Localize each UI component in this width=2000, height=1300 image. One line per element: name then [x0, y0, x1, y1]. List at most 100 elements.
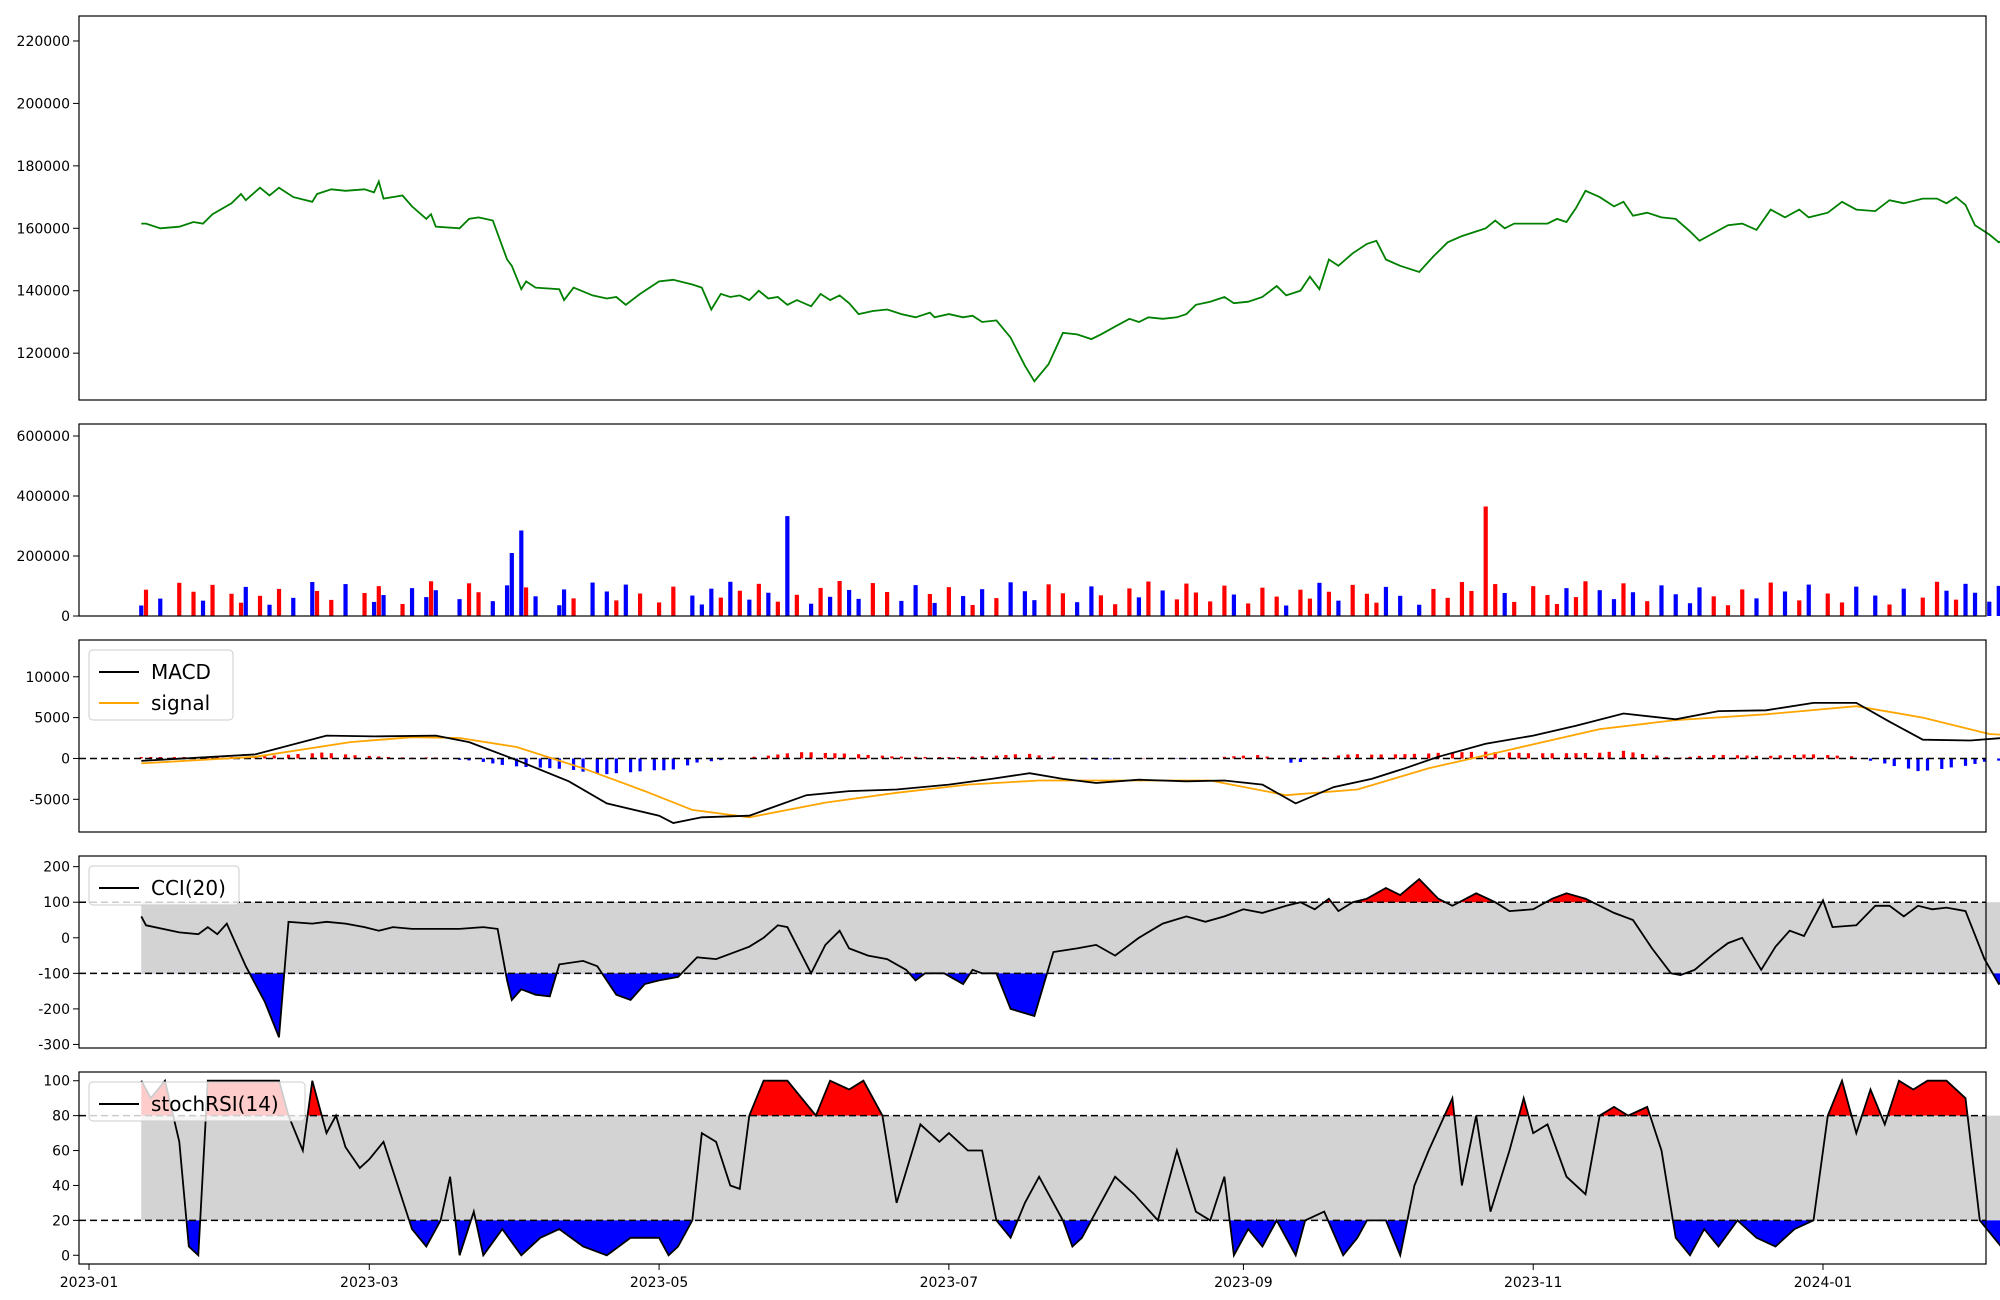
stochrsi-frame — [78, 1071, 1987, 1265]
stochrsi-legend-label: stochRSI(14) — [151, 1092, 279, 1116]
volume-bar — [1687, 603, 1693, 616]
volume-bar — [1725, 605, 1731, 616]
volume-bar — [1502, 593, 1507, 616]
volume-bar — [1284, 605, 1289, 616]
volume-bar — [1901, 588, 1906, 616]
volume-bar — [1274, 596, 1279, 616]
macd-histogram-bar — [538, 758, 542, 768]
macd-histogram-bar — [1883, 758, 1887, 764]
stochrsi-ytick-label: 0 — [61, 1248, 70, 1264]
macd-histogram-bar — [1963, 758, 1968, 766]
volume-bar — [158, 598, 163, 616]
volume-bar — [1113, 604, 1118, 616]
volume-bar — [1032, 600, 1037, 616]
x-tick-label: 2024-01 — [1794, 1275, 1853, 1291]
macd-histogram-bar — [1298, 758, 1303, 763]
x-tick-label: 2023-01 — [60, 1275, 119, 1291]
volume-bar — [1697, 587, 1702, 616]
macd-ytick-label: 10000 — [25, 670, 70, 686]
volume-bar — [1963, 583, 1968, 616]
macd-histogram-bar — [842, 753, 846, 759]
volume-bar — [466, 583, 472, 616]
macd-histogram-bar — [1906, 758, 1911, 769]
macd-histogram-bar — [671, 758, 675, 770]
volume-bar — [1431, 588, 1436, 616]
volume-bar — [371, 601, 377, 616]
macd-histogram-bar — [263, 756, 267, 759]
volume-bar — [1740, 589, 1745, 616]
volume-bar — [1711, 596, 1716, 616]
cci-neutral-band — [141, 902, 2000, 974]
volume-bar — [1022, 591, 1027, 616]
volume-bar — [1797, 600, 1802, 616]
cci-frame — [78, 855, 1987, 1049]
volume-bar — [1944, 590, 1949, 616]
macd-histogram-bar — [1265, 756, 1269, 759]
cci-ytick-label: 200 — [43, 860, 70, 876]
macd-histogram-bar — [1550, 753, 1554, 759]
volume-bar — [1754, 598, 1759, 616]
volume-bar — [1174, 599, 1180, 616]
x-tick-label: 2023-03 — [340, 1275, 399, 1291]
macd-histogram-bar — [1108, 758, 1112, 760]
volume-bar — [737, 590, 742, 616]
volume-bar — [1493, 584, 1498, 616]
macd-histogram-bar — [514, 758, 519, 767]
volume-bar — [457, 599, 462, 616]
macd-histogram-bar — [286, 754, 291, 759]
volume-bar — [1127, 588, 1132, 616]
volume-bar — [1160, 590, 1165, 616]
macd-histogram-bar — [367, 755, 371, 759]
stochrsi-ytick-label: 20 — [52, 1213, 70, 1229]
chart-legends: MACD signal CCI(20) stochRSI(14) — [88, 649, 306, 1122]
volume-bar — [885, 591, 890, 616]
macd-histogram-bar — [971, 756, 975, 759]
volume-bar — [210, 584, 215, 616]
volume-bar — [1208, 601, 1213, 616]
volume-bar — [1630, 592, 1636, 616]
x-tick-label: 2023-09 — [1214, 1275, 1273, 1291]
volume-bar — [970, 604, 975, 616]
volume-bar — [243, 586, 248, 616]
macd-histogram-bar — [481, 758, 485, 762]
macd-histogram-bar — [1735, 755, 1740, 759]
macd-histogram-bar — [1393, 754, 1398, 759]
volume-bar — [590, 582, 595, 616]
volume-bar — [1089, 586, 1094, 616]
volume-bar — [1222, 585, 1227, 616]
volume-bar — [1483, 506, 1488, 616]
macd-histogram-bar — [1621, 750, 1626, 759]
macd-histogram-bar — [685, 758, 690, 766]
volume-bar — [1873, 595, 1878, 616]
macd-histogram-bar — [800, 752, 804, 759]
volume-bar — [1611, 599, 1617, 616]
macd-histogram-bar — [1835, 755, 1839, 759]
volume-bar — [1972, 592, 1978, 616]
macd-histogram-bar — [1754, 755, 1759, 759]
macd-histogram-bar — [956, 757, 960, 759]
macd-histogram-bar — [1655, 755, 1659, 759]
volume-bar — [766, 592, 771, 616]
volume-bar — [671, 586, 676, 616]
price-ytick-label: 180000 — [17, 159, 70, 175]
volume-bar — [329, 599, 334, 616]
volume-bar — [1554, 603, 1560, 616]
macd-histogram-bar — [1712, 754, 1716, 759]
volume-bar — [946, 587, 951, 616]
volume-bar — [1246, 603, 1251, 616]
volume-bar — [932, 602, 937, 616]
macd-histogram-bar — [595, 758, 599, 774]
volume-bar — [994, 598, 999, 616]
macd-histogram-bar — [980, 756, 984, 759]
volume-bar — [1996, 585, 2000, 616]
volume-bar — [267, 604, 272, 616]
volume-bar — [400, 603, 405, 616]
volume-bar — [1060, 593, 1065, 616]
volume-bar — [899, 600, 904, 616]
volume-bar — [1008, 582, 1013, 616]
macd-histogram-bar — [1493, 752, 1497, 759]
volume-ytick-label: 200000 — [17, 549, 70, 565]
macd-histogram-bar — [1631, 752, 1635, 759]
macd-histogram-bar — [1427, 753, 1431, 759]
